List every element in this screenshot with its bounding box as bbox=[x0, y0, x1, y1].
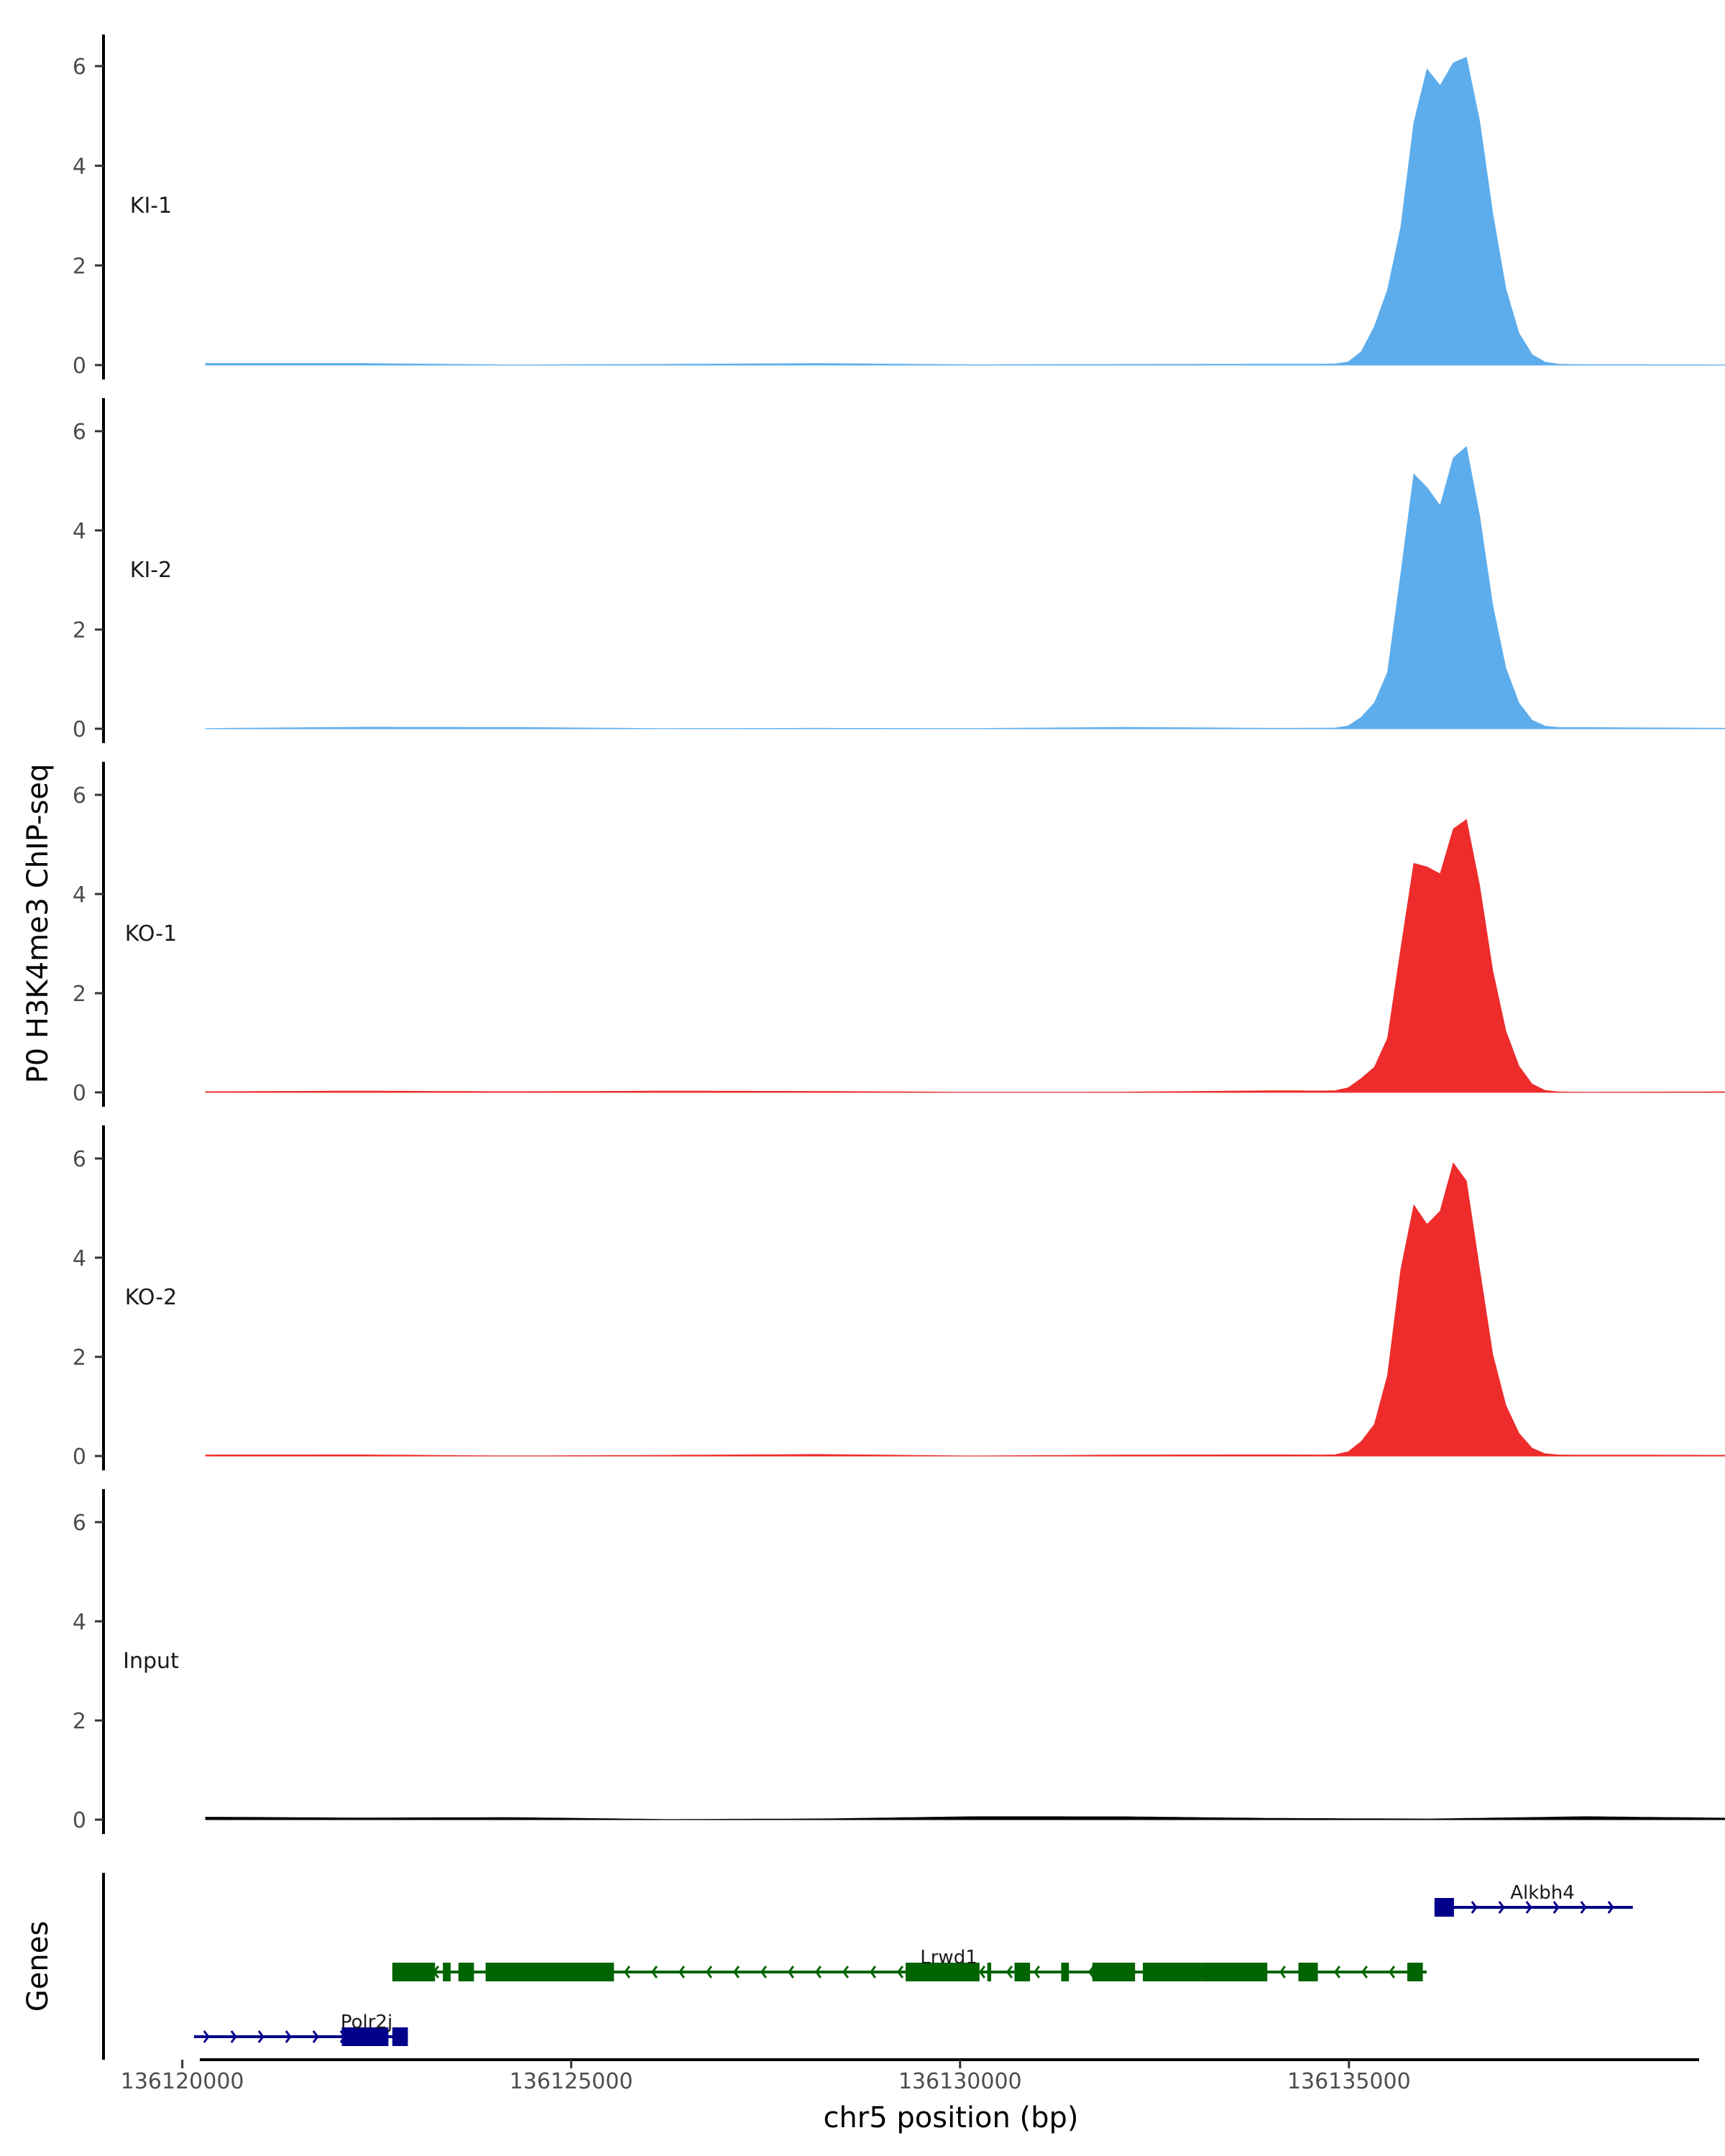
signal-area-ki-1 bbox=[205, 57, 1725, 366]
exon bbox=[392, 2027, 408, 2046]
gene-alkbh4: Alkbh4 bbox=[1434, 1882, 1633, 1917]
strand-arrow bbox=[1279, 1966, 1287, 1978]
exon bbox=[341, 2027, 389, 2046]
y-tick-label: 2 bbox=[73, 254, 86, 279]
strand-arrow bbox=[1607, 1901, 1614, 1914]
exon bbox=[1201, 1963, 1268, 1981]
strand-arrow bbox=[230, 2030, 237, 2043]
y-tick-label: 4 bbox=[73, 883, 86, 908]
strand-arrow bbox=[1552, 1901, 1560, 1914]
exon bbox=[987, 1963, 992, 1981]
exon bbox=[1434, 1898, 1454, 1917]
y-tick-label: 0 bbox=[73, 1081, 86, 1106]
strand-arrow bbox=[1471, 1901, 1478, 1914]
strand-arrow bbox=[705, 1966, 713, 1978]
x-axis: 136120000 136125000 136130000 136135000 bbox=[121, 2058, 1699, 2094]
track-input: 0 2 4 6 Input bbox=[73, 1489, 1725, 1834]
signal-area-input bbox=[205, 1816, 1725, 1820]
y-axis-label: P0 H3K4me3 ChIP-seq bbox=[22, 764, 55, 1084]
strand-arrow bbox=[203, 2030, 210, 2043]
exon bbox=[1061, 1963, 1070, 1981]
y-tick-label: 4 bbox=[73, 519, 86, 544]
strand-arrow bbox=[650, 1966, 658, 1978]
x-tick-label: 136120000 bbox=[121, 2069, 244, 2094]
exon bbox=[485, 1963, 615, 1981]
strand-arrow bbox=[842, 1966, 850, 1978]
strand-arrow bbox=[787, 1966, 795, 1978]
strand-arrow bbox=[1333, 1966, 1341, 1978]
strand-arrow bbox=[1033, 1966, 1041, 1978]
strand-arrow bbox=[760, 1966, 768, 1978]
gene-lrwd1: Lrwd1 bbox=[392, 1947, 1427, 1981]
strand-arrow bbox=[869, 1966, 877, 1978]
x-tick-label: 136135000 bbox=[1287, 2069, 1411, 2094]
strand-arrow bbox=[678, 1966, 686, 1978]
y-tick-label: 6 bbox=[73, 55, 86, 80]
track-label-ki-1: KI-1 bbox=[130, 193, 172, 218]
x-axis-label: chr5 position (bp) bbox=[823, 2101, 1078, 2134]
strand-arrow bbox=[1525, 1901, 1532, 1914]
strand-arrow bbox=[896, 1966, 904, 1978]
strand-arrow bbox=[1361, 1966, 1368, 1978]
track-label-ko-2: KO-2 bbox=[125, 1285, 177, 1310]
exon bbox=[1298, 1963, 1318, 1981]
strand-arrow bbox=[978, 1966, 986, 1978]
y-tick-label: 4 bbox=[73, 1246, 86, 1271]
track-ki-2: 0 2 4 6 KI-2 bbox=[73, 398, 1725, 743]
track-label-input: Input bbox=[123, 1649, 179, 1674]
exon bbox=[1407, 1963, 1423, 1981]
exon bbox=[1092, 1963, 1136, 1981]
strand-arrow bbox=[312, 2030, 319, 2043]
y-tick-label: 2 bbox=[73, 1709, 86, 1734]
genes-track-label: Genes bbox=[22, 1921, 55, 2012]
gene-label-polr2j: Polr2j bbox=[341, 2012, 392, 2033]
y-tick-label: 6 bbox=[73, 783, 86, 808]
track-ko-1: 0 2 4 6 KO-1 bbox=[73, 762, 1725, 1107]
track-label-ki-2: KI-2 bbox=[130, 558, 172, 583]
exon bbox=[458, 1963, 474, 1981]
x-tick-label: 136125000 bbox=[510, 2069, 633, 2094]
gene-label-lrwd1: Lrwd1 bbox=[920, 1947, 978, 1968]
y-tick-label: 0 bbox=[73, 717, 86, 742]
strand-arrow bbox=[1388, 1966, 1396, 1978]
strand-arrow bbox=[1580, 1901, 1587, 1914]
track-label-ko-1: KO-1 bbox=[125, 921, 177, 946]
signal-area-ki-2 bbox=[205, 446, 1725, 729]
exon bbox=[1143, 1963, 1202, 1981]
y-tick-label: 0 bbox=[73, 1445, 86, 1470]
strand-arrow bbox=[1498, 1901, 1505, 1914]
strand-arrow bbox=[814, 1966, 822, 1978]
y-tick-label: 4 bbox=[73, 1610, 86, 1635]
x-tick-label: 136130000 bbox=[898, 2069, 1022, 2094]
y-tick-label: 2 bbox=[73, 982, 86, 1007]
y-tick-label: 2 bbox=[73, 618, 86, 643]
signal-area-ko-2 bbox=[205, 1162, 1725, 1457]
strand-arrow bbox=[257, 2030, 264, 2043]
strand-arrow bbox=[285, 2030, 292, 2043]
exon bbox=[443, 1963, 451, 1981]
gene-label-alkbh4: Alkbh4 bbox=[1510, 1882, 1575, 1904]
signal-area-ko-1 bbox=[205, 819, 1725, 1093]
y-tick-label: 4 bbox=[73, 155, 86, 180]
exon bbox=[1014, 1963, 1031, 1981]
genes-panel: Alkbh4 Lrwd1 Polr2j bbox=[102, 1873, 1633, 2060]
strand-arrow bbox=[732, 1966, 740, 1978]
y-tick-label: 6 bbox=[73, 1147, 86, 1172]
tracks: 0 2 4 6 KI-1 0 2 4 6 KI-2 0 2 4 6 KO-1 0 2 4 6 KO-2 0 2 4 6 Inpu… bbox=[73, 34, 1725, 1834]
exon bbox=[392, 1963, 436, 1981]
y-tick-label: 0 bbox=[73, 1808, 86, 1833]
y-tick-label: 0 bbox=[73, 354, 86, 379]
y-tick-label: 2 bbox=[73, 1345, 86, 1370]
y-tick-label: 6 bbox=[73, 420, 86, 445]
gene-polr2j: Polr2j bbox=[193, 2012, 408, 2046]
y-tick-label: 6 bbox=[73, 1511, 86, 1536]
strand-arrow bbox=[623, 1966, 631, 1978]
track-ki-1: 0 2 4 6 KI-1 bbox=[73, 34, 1725, 379]
exon bbox=[906, 1963, 980, 1981]
strand-arrow bbox=[1006, 1966, 1013, 1978]
track-ko-2: 0 2 4 6 KO-2 bbox=[73, 1125, 1725, 1470]
